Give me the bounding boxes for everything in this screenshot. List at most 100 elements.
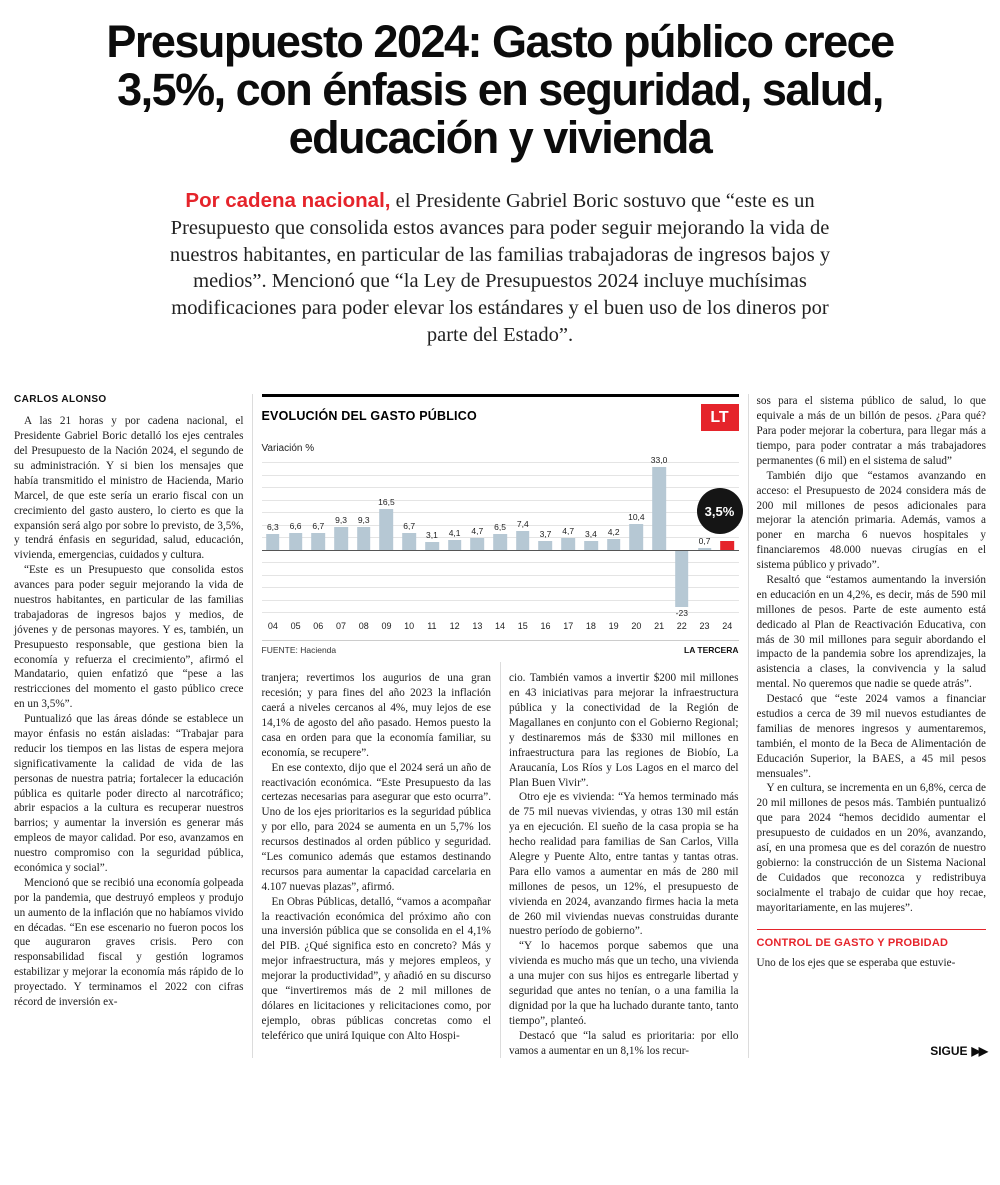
x-tick-05: 05 bbox=[290, 621, 301, 632]
x-tick-06: 06 bbox=[313, 621, 324, 632]
bar-20: 10,4 bbox=[625, 462, 648, 612]
paragraph: Uno de los ejes que se esperaba que estu… bbox=[756, 957, 956, 970]
paragraph: Puntualizó que las áreas dónde se establ… bbox=[14, 713, 244, 874]
gridline bbox=[261, 462, 739, 464]
bar-22: -23 bbox=[670, 462, 693, 618]
paragraph: Y en cultura, se incrementa en un 6,8%, … bbox=[756, 782, 987, 914]
bar-value-label: 10,4 bbox=[628, 511, 645, 522]
bar-08: 9,3 bbox=[352, 462, 375, 612]
chart-source: FUENTE: Hacienda bbox=[261, 645, 337, 656]
bar-rect bbox=[288, 533, 303, 550]
bar-04: 6,3 bbox=[262, 462, 285, 612]
bar-05: 6,6 bbox=[284, 462, 307, 612]
gridline bbox=[261, 499, 739, 501]
highlight-badge: 3,5% bbox=[696, 488, 743, 535]
bar-value-label: 6,7 bbox=[403, 521, 416, 532]
chart-credit: LA TERCERA bbox=[684, 645, 739, 656]
paragraph: Otro eje es vivienda: “Ya hemos terminad… bbox=[509, 791, 739, 938]
x-tick-04: 04 bbox=[267, 621, 278, 632]
column-rule bbox=[747, 394, 749, 1059]
bar-value-label: 4,1 bbox=[448, 527, 461, 538]
x-tick-11: 11 bbox=[427, 621, 437, 632]
gridline bbox=[261, 512, 739, 514]
bar-18: 3,4 bbox=[580, 462, 603, 612]
bar-rect bbox=[720, 541, 735, 550]
paragraph: Mencionó que se recibió una economía gol… bbox=[14, 876, 244, 1008]
x-tick-08: 08 bbox=[358, 621, 369, 632]
x-tick-13: 13 bbox=[472, 621, 483, 632]
bar-value-label: 3,7 bbox=[539, 528, 552, 539]
bar-12: 4,1 bbox=[443, 462, 466, 612]
bar-06: 6,7 bbox=[307, 462, 330, 612]
gridline bbox=[261, 599, 739, 601]
x-tick-18: 18 bbox=[585, 621, 596, 632]
column-rule bbox=[500, 662, 501, 1059]
bar-value-label: 4,7 bbox=[562, 526, 575, 537]
article-column-2: tranjera; revertimos los augurios de una… bbox=[262, 671, 492, 1058]
paragraph: También dijo que “estamos avanzando en a… bbox=[756, 469, 987, 572]
byline: CARLOS ALONSO bbox=[14, 394, 107, 406]
gridline bbox=[261, 474, 739, 476]
bar-value-label: 4,7 bbox=[471, 526, 484, 537]
lede-text: el Presidente Gabriel Boric sostuvo que … bbox=[169, 190, 831, 346]
bar-value-label: 3,4 bbox=[585, 529, 597, 540]
x-tick-10: 10 bbox=[404, 621, 415, 632]
bar-rect bbox=[470, 538, 485, 550]
bar-16: 3,7 bbox=[534, 462, 557, 612]
x-tick-21: 21 bbox=[654, 621, 665, 632]
bar-value-label: 7,4 bbox=[516, 519, 529, 530]
bar-rect bbox=[334, 526, 348, 550]
paragraph: “Este es un Presupuesto que consolida es… bbox=[14, 564, 244, 711]
zero-baseline bbox=[261, 549, 739, 551]
bar-value-label: 16,5 bbox=[378, 496, 395, 507]
bar-11: 3,1 bbox=[421, 462, 444, 612]
bar-value-label: -23 bbox=[675, 608, 688, 619]
bar-10: 6,7 bbox=[398, 462, 421, 612]
bar-19: 4,2 bbox=[602, 462, 625, 612]
paragraph: cio. También vamos a invertir $200 mil m… bbox=[509, 672, 739, 789]
x-tick-19: 19 bbox=[608, 621, 619, 632]
article-column-4: sos para el sistema público de salud, lo… bbox=[756, 394, 989, 1059]
chart: EVOLUCIÓN DEL GASTO PÚBLICO LT Variación… bbox=[261, 394, 743, 656]
x-tick-20: 20 bbox=[631, 621, 642, 632]
bar-rect bbox=[447, 539, 462, 550]
bar-rect bbox=[697, 548, 712, 550]
bar-value-label: 9,3 bbox=[357, 514, 370, 525]
gridline bbox=[261, 612, 739, 614]
x-tick-23: 23 bbox=[699, 621, 710, 632]
bar-rect bbox=[379, 508, 394, 550]
article-body: CARLOS ALONSO A las 21 horas y por caden… bbox=[14, 394, 989, 1059]
chart-x-axis: 04 05 06 07 08 09 10 11 12 13 14 15 16 17 18 19 20 21 22 23… bbox=[262, 621, 739, 631]
bar-value-label: 6,5 bbox=[494, 521, 506, 532]
bar-rect bbox=[538, 540, 553, 550]
paragraph: Destacó que “la salud es prioritaria: po… bbox=[509, 1029, 739, 1057]
bar-rect bbox=[402, 533, 416, 550]
paragraph: Destacó que “este 2024 vamos a financiar… bbox=[756, 693, 987, 780]
bar-value-label: 33,0 bbox=[650, 455, 668, 466]
section-header: CONTROL DE GASTO Y PROBIDAD bbox=[756, 929, 986, 949]
bar-value-label: 0,7 bbox=[698, 536, 711, 547]
bar-rect bbox=[674, 549, 689, 608]
x-tick-12: 12 bbox=[449, 621, 460, 632]
bar-rect bbox=[652, 467, 666, 550]
bar-23: 0,7 bbox=[693, 462, 716, 612]
bar-rect bbox=[606, 539, 621, 550]
bar-value-label: 6,7 bbox=[312, 521, 325, 532]
chart-title: EVOLUCIÓN DEL GASTO PÚBLICO bbox=[261, 409, 477, 424]
x-tick-07: 07 bbox=[336, 621, 347, 632]
x-tick-24: 24 bbox=[722, 621, 733, 632]
paragraph: Resaltó que “estamos aumentando la inver… bbox=[756, 573, 987, 691]
continues-arrows-icon: ▶▶ bbox=[971, 1044, 989, 1059]
headline-line: educación y vivienda bbox=[288, 112, 713, 164]
column-rule bbox=[252, 394, 254, 1059]
bar-13: 4,7 bbox=[466, 462, 489, 612]
x-tick-22: 22 bbox=[676, 621, 687, 632]
bar-rect bbox=[493, 533, 507, 550]
chart-y-axis-label: Variación % bbox=[261, 443, 315, 455]
gridline bbox=[261, 487, 739, 489]
page-title: Presupuesto 2024: Gasto público crece 3,5… bbox=[14, 17, 986, 164]
bars: 6,3 6,6 6,7 9,3 9,3 16,5 6,7 3,1 4,1 4,7 6,5 7,4 3,7… bbox=[262, 455, 739, 618]
paragraph: A las 21 horas y por cadena nacional, el… bbox=[14, 415, 244, 562]
bar-15: 7,4 bbox=[511, 462, 534, 612]
